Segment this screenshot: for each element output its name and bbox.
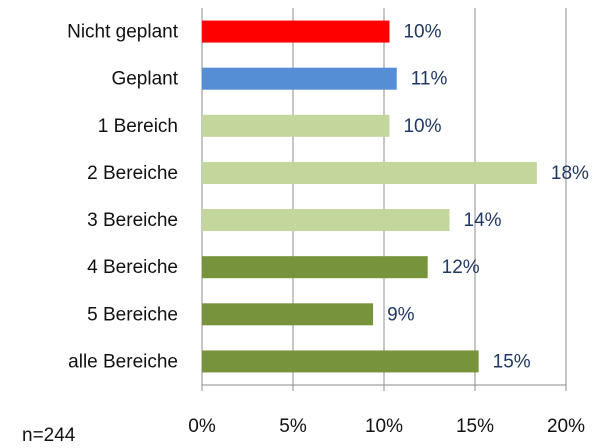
bar [202, 20, 390, 43]
bar [202, 303, 374, 326]
y-tick-label: 2 Bereiche [87, 163, 178, 184]
y-tick-label: 1 Bereich [98, 116, 178, 137]
x-tick-label: 15% [456, 416, 494, 437]
x-tick-label: 20% [547, 416, 585, 437]
bar [202, 114, 390, 137]
value-label: 12% [442, 257, 480, 278]
y-tick-label: Geplant [111, 69, 178, 90]
x-tick-label: 10% [365, 416, 403, 437]
y-tick-label: 5 Bereiche [87, 304, 178, 325]
value-label: 11% [411, 69, 448, 90]
bar [202, 67, 397, 90]
y-tick-label: 3 Bereiche [87, 210, 178, 231]
y-tick-label: alle Bereiche [68, 351, 178, 372]
bar [202, 350, 479, 373]
value-label: 9% [387, 304, 415, 325]
value-label: 10% [403, 22, 441, 43]
value-label: 15% [493, 351, 531, 372]
y-tick-label: Nicht geplant [67, 22, 179, 43]
bar [202, 256, 428, 279]
value-label: 18% [551, 163, 589, 184]
annotation: n=244 [22, 425, 76, 446]
y-tick-label: 4 Bereiche [87, 257, 178, 278]
x-tick-label: 5% [279, 416, 307, 437]
value-label: 10% [403, 116, 441, 137]
x-tick-label: 0% [188, 416, 216, 437]
value-label: 14% [464, 210, 502, 231]
bar [202, 209, 450, 232]
bar [202, 161, 537, 184]
